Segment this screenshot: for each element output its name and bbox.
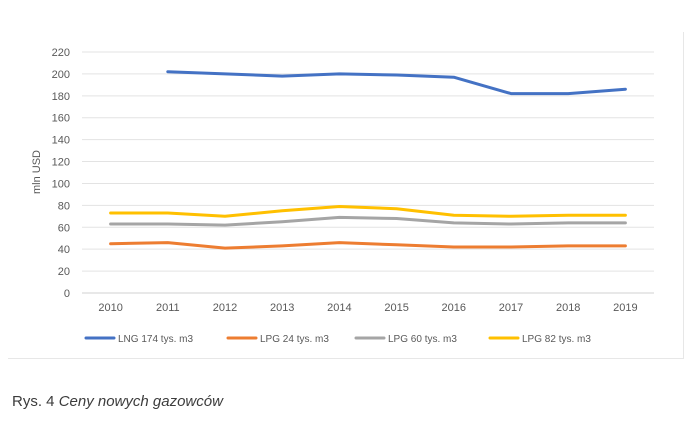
caption-label: Rys. 4 — [12, 393, 55, 410]
y-tick-labels: 0 20 40 60 80 100 120 140 160 180 200 220 — [52, 47, 70, 300]
legend-item: LNG 174 tys. m3 — [84, 334, 193, 345]
chart-frame — [8, 32, 684, 359]
x-tick-label: 2010 — [98, 302, 122, 314]
x-tick-label: 2011 — [156, 302, 180, 314]
legend: LNG 174 tys. m3 LPG 24 tys. m3 LPG 60 tys.… — [84, 334, 591, 345]
y-tick-label: 80 — [58, 200, 70, 212]
series-line — [109, 215, 627, 227]
y-axis-title: mln USD — [31, 150, 43, 194]
caption-title: Ceny nowych gazowców — [58, 393, 223, 410]
y-tick-label: 60 — [58, 222, 70, 234]
legend-label: LPG 82 tys. m3 — [522, 334, 591, 345]
y-tick-label: 100 — [52, 178, 70, 190]
legend-label: LPG 24 tys. m3 — [260, 334, 329, 345]
series-line — [109, 241, 627, 250]
y-tick-label: 40 — [58, 244, 70, 256]
y-tick-label: 200 — [52, 69, 70, 81]
y-tick-label: 180 — [52, 91, 70, 103]
x-tick-labels: 2010 2011 2012 2013 2014 2015 2016 2017 2018 2019 — [98, 302, 637, 314]
series-lines — [109, 70, 627, 250]
legend-item: LPG 82 tys. m3 — [488, 334, 591, 345]
gridlines — [82, 51, 654, 294]
series-line — [166, 70, 627, 96]
y-tick-label: 120 — [52, 157, 70, 169]
legend-item: LPG 24 tys. m3 — [226, 334, 329, 345]
x-tick-label: 2017 — [499, 302, 523, 314]
y-tick-label: 0 — [64, 288, 70, 300]
y-tick-label: 20 — [58, 266, 70, 278]
x-tick-label: 2018 — [556, 302, 580, 314]
x-tick-label: 2015 — [384, 302, 408, 314]
legend-label: LNG 174 tys. m3 — [118, 334, 193, 345]
legend-item: LPG 60 tys. m3 — [354, 334, 457, 345]
y-tick-label: 140 — [52, 135, 70, 147]
x-tick-label: 2013 — [270, 302, 294, 314]
x-tick-label: 2016 — [442, 302, 466, 314]
x-tick-label: 2019 — [613, 302, 637, 314]
x-tick-label: 2014 — [327, 302, 351, 314]
series-line — [109, 205, 627, 218]
y-tick-label: 220 — [52, 47, 70, 59]
legend-label: LPG 60 tys. m3 — [388, 334, 457, 345]
x-tick-label: 2012 — [213, 302, 237, 314]
y-tick-label: 160 — [52, 113, 70, 125]
figure-caption: Rys. 4 Ceny nowych gazowców — [12, 393, 223, 410]
